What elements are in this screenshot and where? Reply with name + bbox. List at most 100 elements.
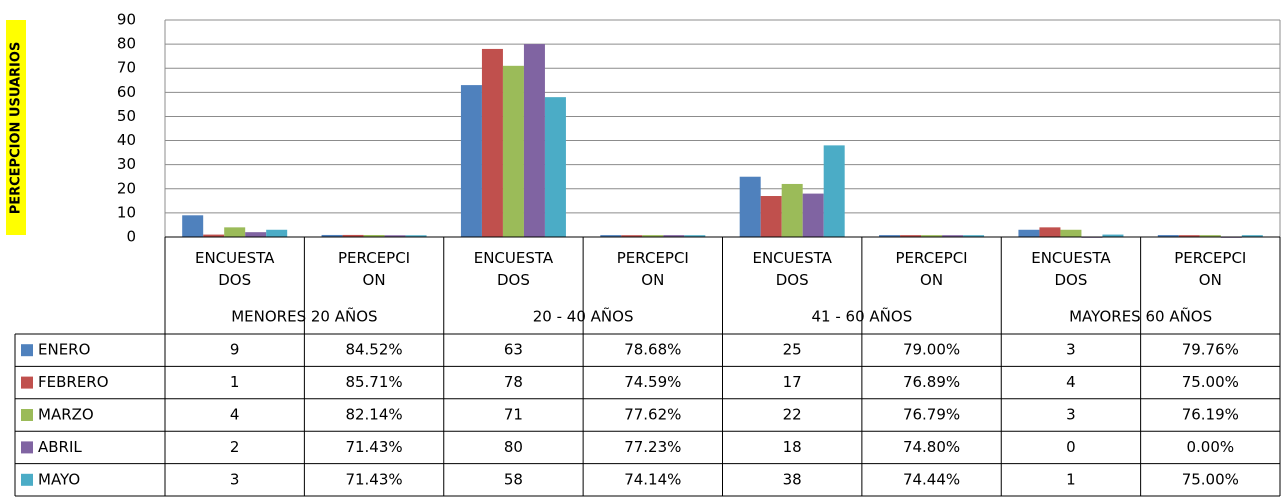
table-cell: 76.79%	[903, 406, 960, 424]
table-cell: 3	[1066, 341, 1076, 359]
table-cell: 74.80%	[903, 438, 960, 456]
table-cell: 4	[1066, 373, 1076, 391]
bar	[663, 235, 685, 237]
bar	[245, 232, 267, 237]
bar	[1199, 235, 1221, 237]
label-line: PERCEPCI	[617, 249, 689, 267]
bar	[460, 85, 482, 237]
label-line: ON	[1199, 271, 1222, 289]
bar	[823, 145, 845, 237]
bar	[182, 215, 204, 237]
y-tick-label: 40	[117, 131, 136, 149]
bar	[900, 235, 922, 237]
table-cell: 85.71%	[345, 373, 402, 391]
table-cell: 0	[1066, 438, 1076, 456]
y-tick-label: 30	[117, 155, 136, 173]
table-cell: 76.19%	[1182, 406, 1239, 424]
bar	[1102, 234, 1124, 237]
bar	[1060, 229, 1082, 237]
legend-label: ABRIL	[38, 438, 82, 456]
table-cell: 22	[783, 406, 802, 424]
y-tick-label: 90	[117, 11, 136, 29]
table-cell: 63	[504, 341, 523, 359]
bar	[321, 234, 343, 237]
label-line: PERCEPCI	[338, 249, 410, 267]
y-tick-label: 70	[117, 59, 136, 77]
label-line: DOS	[776, 271, 809, 289]
bar	[502, 65, 524, 237]
table-cell: 78.68%	[624, 341, 681, 359]
legend-label: ENERO	[38, 341, 90, 359]
bar	[342, 234, 364, 237]
table-cell: 77.23%	[624, 438, 681, 456]
label-line: DOS	[218, 271, 251, 289]
bar	[1241, 235, 1263, 237]
table-cell: 79.00%	[903, 341, 960, 359]
bar	[1039, 227, 1061, 237]
legend-label: FEBRERO	[38, 373, 109, 391]
bar	[523, 44, 545, 237]
table-cell: 18	[783, 438, 802, 456]
bar	[760, 196, 782, 237]
bar	[405, 235, 427, 237]
label-line: ENCUESTA	[752, 249, 832, 267]
legend-swatch	[21, 473, 33, 486]
label-line: ON	[363, 271, 386, 289]
legend-swatch	[21, 376, 33, 389]
table-cell: 38	[783, 470, 802, 488]
x-tick-label: ENCUESTA DOS	[474, 249, 554, 289]
bar	[963, 235, 985, 237]
table-cell: 76.89%	[903, 373, 960, 391]
bar	[1157, 235, 1179, 237]
label-line: ENCUESTA	[474, 249, 554, 267]
legend-swatch	[21, 409, 33, 421]
table-cell: 75.00%	[1182, 470, 1239, 488]
label-line: ON	[920, 271, 943, 289]
table-cell: 71.43%	[345, 470, 402, 488]
x-tick-label: ENCUESTA DOS	[1031, 249, 1111, 289]
bar	[224, 227, 246, 237]
bar	[1178, 235, 1200, 237]
legend-label: MARZO	[38, 406, 94, 424]
table-cell: 74.14%	[624, 470, 681, 488]
label-line: DOS	[1054, 271, 1087, 289]
x-tick-label: PERCEPCI ON	[617, 249, 689, 289]
bar	[802, 193, 824, 237]
label-line: ENCUESTA	[195, 249, 275, 267]
table-cell: 78	[504, 373, 523, 391]
table-cell: 17	[783, 373, 802, 391]
label-line: ENCUESTA	[1031, 249, 1111, 267]
bar	[739, 176, 761, 237]
y-tick-label: 0	[126, 228, 136, 246]
bar	[1018, 229, 1040, 237]
legend-label: MAYO	[38, 470, 80, 488]
bar	[879, 235, 901, 237]
legend-swatch	[21, 344, 33, 357]
table-cell: 25	[783, 341, 802, 359]
x-tick-label: PERCEPCI ON	[338, 249, 410, 289]
bar	[203, 234, 225, 237]
table-cell: 82.14%	[345, 406, 402, 424]
y-tick-label: 60	[117, 83, 136, 101]
y-axis-title: PERCEPCION USUARIOS	[9, 42, 24, 215]
x-tick-label: PERCEPCI ON	[1174, 249, 1246, 289]
x-tick-label: ENCUESTA DOS	[195, 249, 275, 289]
table-cell: 3	[230, 470, 240, 488]
label-line: PERCEPCI	[896, 249, 968, 267]
table-cell: 0.00%	[1186, 438, 1234, 456]
label-line: ON	[641, 271, 664, 289]
y-title-bg	[6, 20, 26, 235]
table-cell: 3	[1066, 406, 1076, 424]
bar	[266, 229, 288, 237]
bar	[621, 235, 643, 237]
table-cell: 84.52%	[345, 341, 402, 359]
bar	[684, 235, 706, 237]
bar	[642, 235, 664, 237]
table-cell: 9	[230, 341, 240, 359]
legend-swatch	[21, 441, 33, 454]
table-cell: 77.62%	[624, 406, 681, 424]
table-cell: 1	[1066, 470, 1076, 488]
y-tick-label: 50	[117, 107, 136, 125]
y-tick-label: 20	[117, 179, 136, 197]
